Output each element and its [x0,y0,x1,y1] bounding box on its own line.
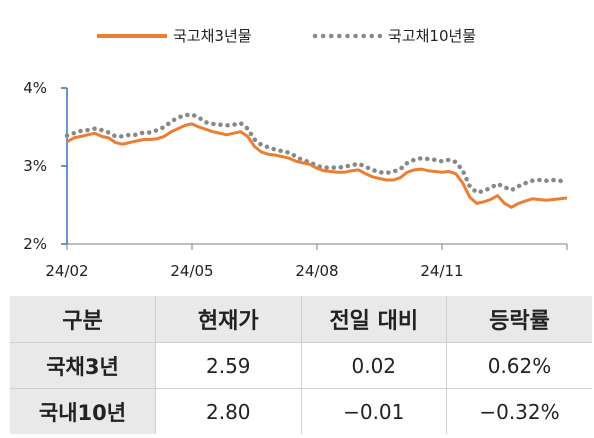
y-tick-label: 3% [23,157,47,175]
change-rate-cell: 0.62% [446,342,592,389]
row-label: 국채3년 [10,342,156,389]
yield-summary-table: 구분 현재가 전일 대비 등락률 국채3년 2.59 0.02 0.62% 국내… [10,296,592,434]
x-tick-label: 24/05 [170,262,213,280]
series-line-1 [64,112,570,195]
row-label: 국내10년 [10,388,156,434]
legend-label-10y: 국고채10년물 [388,27,476,45]
x-tick-label: 24/08 [295,262,338,280]
x-axis-ticks: 24/02 24/05 24/08 24/11 [45,244,568,280]
x-tick-label: 24/02 [45,262,88,280]
y-tick-label: 4% [23,79,47,97]
legend-label-3y: 국고채3년물 [173,27,252,45]
header-current-price: 현재가 [155,296,302,343]
table-row: 국내10년 2.80 −0.01 −0.32% [10,388,592,434]
yield-line-chart: 국고채3년물 국고채10년물 2%3%4% 24/02 24/05 24/08 24/… [23,27,570,280]
table-header-row: 구분 현재가 전일 대비 등락률 [10,296,592,343]
change-rate-cell: −0.32% [446,388,592,434]
y-tick-label: 2% [23,235,47,253]
current-price-cell: 2.59 [155,342,302,389]
table-row: 국채3년 2.59 0.02 0.62% [10,342,592,389]
series-layer [64,112,570,209]
change-cell: 0.02 [300,342,447,389]
header-category: 구분 [10,296,156,343]
current-price-cell: 2.80 [155,388,302,434]
header-change-rate: 등락률 [446,296,592,343]
header-change: 전일 대비 [300,296,447,343]
chart-legend: 국고채3년물 국고채10년물 [97,27,476,45]
x-tick-label: 24/11 [420,262,463,280]
change-cell: −0.01 [300,388,447,434]
series-line-0 [66,122,568,209]
y-axis-ticks: 2% 3% 4% [23,79,67,253]
